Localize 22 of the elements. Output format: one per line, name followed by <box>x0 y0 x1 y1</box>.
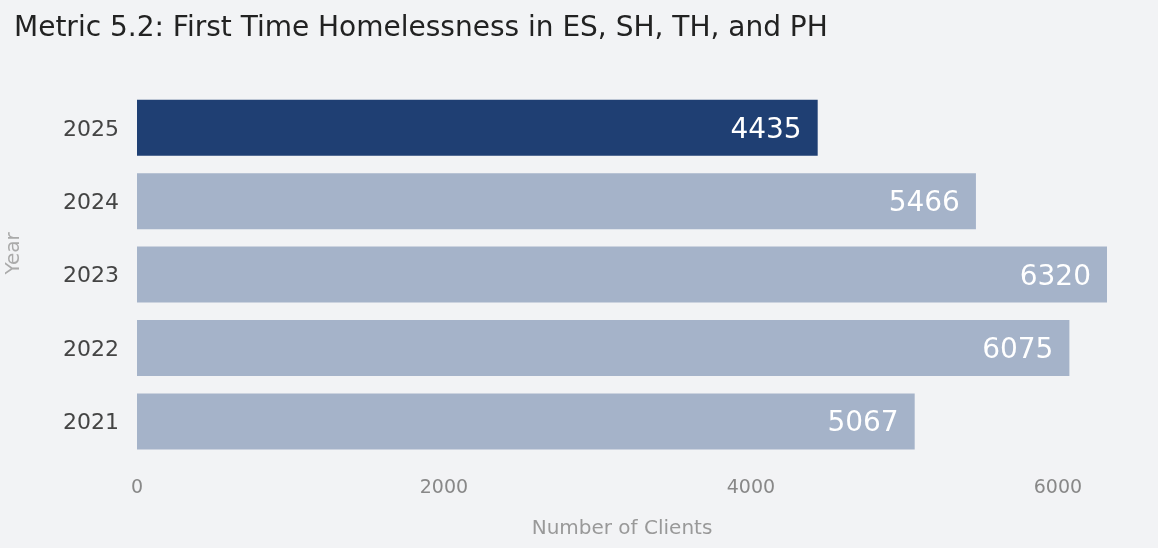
chart-title: Metric 5.2: First Time Homelessness in ES, SH, TH, and PH <box>14 10 828 43</box>
data-label: 6075 <box>982 331 1054 365</box>
x-tick-label: 4000 <box>726 475 776 498</box>
x-tick-label: 2000 <box>419 475 469 498</box>
data-label: 5067 <box>827 405 899 439</box>
bar <box>137 246 1107 303</box>
y-tick-label: 2021 <box>63 409 119 435</box>
bar <box>137 393 915 450</box>
x-tick-label: 6000 <box>1033 475 1083 498</box>
x-axis-title: Number of Clients <box>531 515 713 539</box>
data-label: 4435 <box>730 111 802 145</box>
bar <box>137 173 976 230</box>
y-tick-label: 2022 <box>63 335 119 361</box>
x-tick-label: 0 <box>130 475 144 498</box>
y-tick-label: 2023 <box>63 262 119 288</box>
y-tick-label: 2025 <box>63 115 119 141</box>
data-label: 5466 <box>888 185 960 219</box>
data-label: 6320 <box>1019 258 1091 292</box>
bar <box>137 99 818 156</box>
bar <box>137 320 1070 377</box>
y-axis-title: Year <box>0 231 25 276</box>
y-tick-label: 2024 <box>63 188 119 214</box>
